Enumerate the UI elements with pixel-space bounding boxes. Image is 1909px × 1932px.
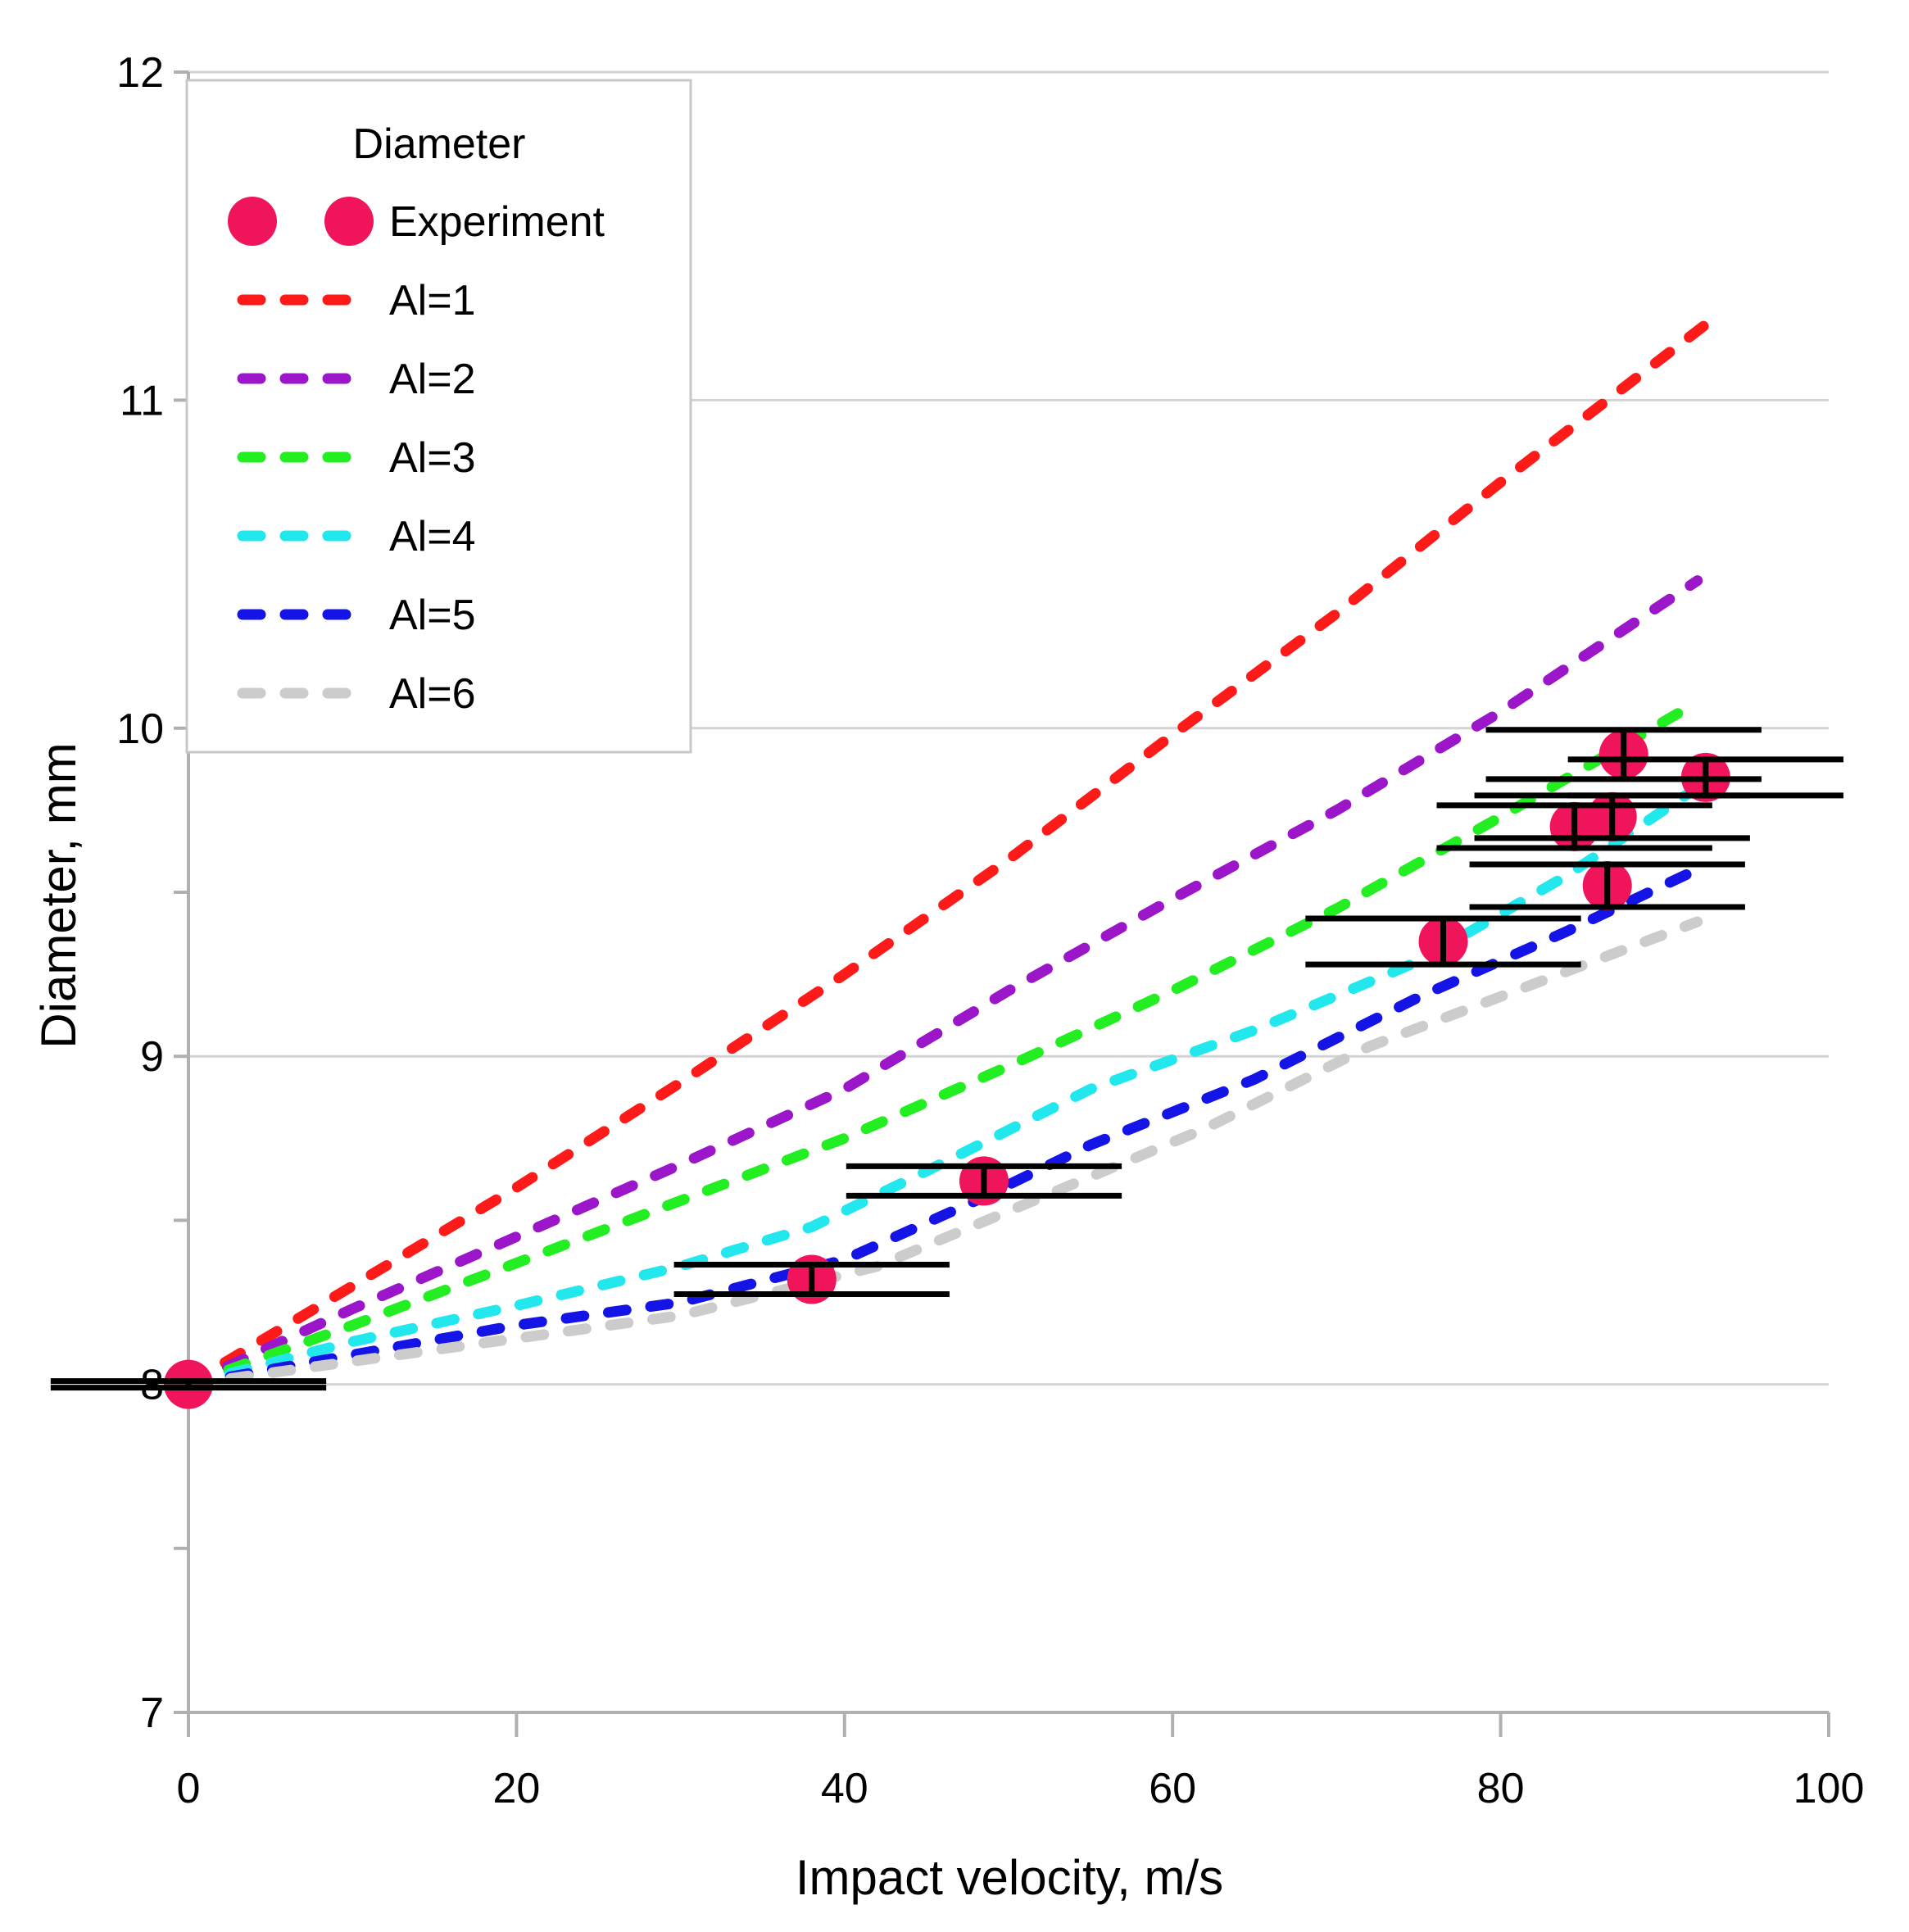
y-tick-label-10: 10 [116, 705, 164, 753]
tick-labels: 0 20 40 60 80 100 7 8 9 10 11 12 [116, 49, 1864, 1812]
legend-marker-experiment [324, 197, 374, 246]
legend-label-experiment: Experiment [389, 198, 605, 246]
legend-label-al-1: Al=1 [389, 277, 476, 324]
x-tick-label-60: 60 [1149, 1765, 1196, 1812]
error-bars [50, 727, 1844, 1391]
legend-label-al-5: Al=5 [389, 592, 476, 639]
y-axis-title: Diameter, mm [31, 742, 86, 1048]
y-tick-label-11: 11 [120, 377, 164, 424]
x-tick-label-80: 80 [1477, 1765, 1525, 1812]
y-tick-label-7: 7 [140, 1689, 164, 1737]
axes [174, 70, 1830, 1737]
x-tick-label-0: 0 [177, 1765, 201, 1812]
legend-marker-experiment [228, 197, 277, 246]
x-tick-label-100: 100 [1793, 1765, 1865, 1812]
legend-title: Diameter [353, 120, 526, 168]
series-line-al-2 [183, 575, 1703, 1390]
series-line-al-1 [183, 312, 1720, 1390]
y-tick-label-8: 8 [140, 1362, 164, 1409]
series-line-al-3 [183, 696, 1703, 1390]
x-tick-label-40: 40 [821, 1765, 868, 1812]
legend: Diameter Experiment Al=1 Al=2 Al=3 Al=4 Al=5 A… [185, 79, 692, 754]
legend-label-al-4: Al=4 [389, 513, 476, 560]
x-axis-title: Impact velocity, m/s [796, 1850, 1223, 1905]
legend-label-al-2: Al=2 [389, 356, 476, 403]
legend-entries: Experiment Al=1 Al=2 Al=3 Al=4 Al=5 Al=6 [228, 197, 605, 718]
series-line-al-6 [183, 916, 1703, 1390]
x-tick-label-20: 20 [492, 1765, 540, 1812]
legend-box [185, 79, 692, 754]
y-tick-label-12: 12 [116, 49, 164, 97]
legend-label-al-6: Al=6 [389, 670, 476, 718]
legend-label-al-3: Al=3 [389, 434, 476, 482]
y-tick-label-9: 9 [140, 1033, 164, 1081]
series-line-al-4 [183, 782, 1703, 1390]
